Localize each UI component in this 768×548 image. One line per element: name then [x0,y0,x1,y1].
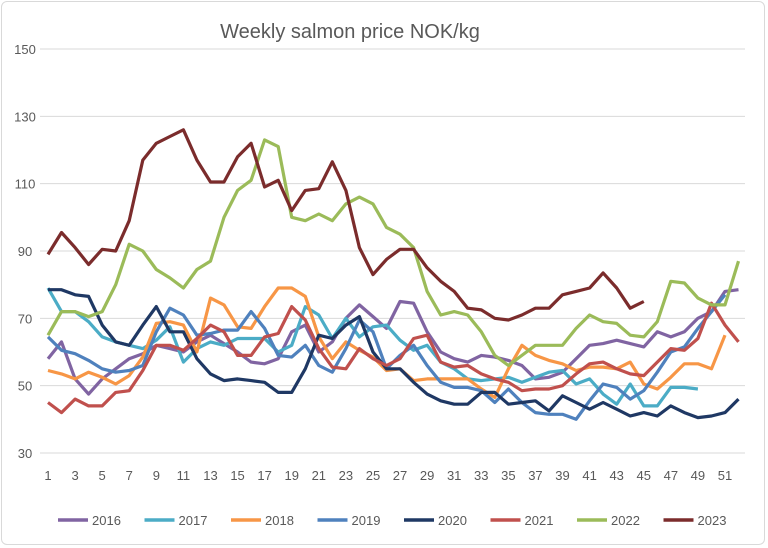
x-tick-label: 27 [393,468,407,483]
y-tick-label: 110 [15,177,36,192]
y-tick-label: 70 [18,311,32,326]
legend-label: 2022 [611,513,640,528]
legend-label: 2020 [438,513,467,528]
x-tick-label: 9 [153,468,160,483]
y-tick-label: 30 [18,446,32,461]
x-tick-label: 5 [99,468,106,483]
x-tick-label: 1 [44,468,51,483]
x-tick-label: 33 [474,468,488,483]
y-tick-label: 150 [14,42,36,57]
chart-title: Weekly salmon price NOK/kg [220,21,480,43]
series-line-2023 [46,128,645,322]
legend-label: 2016 [92,513,121,528]
x-tick-label: 19 [284,468,298,483]
x-tick-label: 31 [447,468,461,483]
y-tick-label: 50 [18,379,32,394]
x-tick-label: 41 [582,468,596,483]
series-line-2017 [46,287,699,408]
x-tick-label: 21 [312,468,326,483]
series-line-2022 [46,138,741,368]
x-tick-label: 45 [637,468,651,483]
x-tick-label: 7 [126,468,133,483]
x-tick-label: 25 [366,468,380,483]
legend-label: 2019 [352,513,381,528]
x-tick-label: 39 [555,468,569,483]
x-tick-label: 51 [718,468,732,483]
y-tick-label: 90 [18,244,32,259]
x-tick-label: 49 [691,468,705,483]
x-tick-label: 17 [257,468,271,483]
series-line-2016 [46,288,739,396]
x-tick-label: 13 [203,468,217,483]
legend-label: 2021 [525,513,554,528]
x-tick-label: 47 [664,468,678,483]
series-line-2021 [47,301,740,415]
legend-label: 2018 [265,513,294,528]
x-tick-label: 15 [230,468,244,483]
legend-label: 2017 [179,513,208,528]
series-line-2020 [48,288,740,420]
x-tick-label: 35 [501,468,515,483]
x-tick-label: 37 [528,468,542,483]
x-tick-label: 11 [177,468,191,483]
x-tick-label: 43 [609,468,623,483]
y-tick-label: 130 [14,109,36,124]
x-tick-label: 29 [420,468,434,483]
legend-label: 2023 [698,513,727,528]
x-tick-label: 3 [71,468,78,483]
x-tick-label: 23 [339,468,353,483]
